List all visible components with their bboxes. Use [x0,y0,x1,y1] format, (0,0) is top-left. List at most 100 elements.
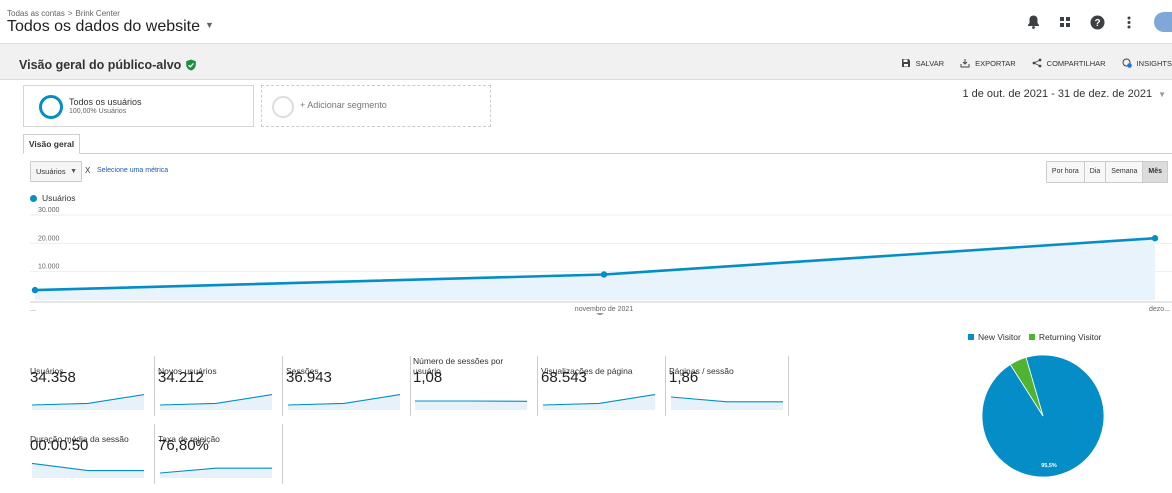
granularity-day-button[interactable]: Dia [1084,162,1107,182]
scorecard-label: Sessões [286,366,319,376]
pie-legend-item-returning: Returning Visitor [1028,332,1102,342]
legend-swatch-icon [968,334,974,340]
select-metric-link[interactable]: Selecione uma métrica [97,167,169,174]
scorecard-sparkline [671,396,783,410]
sparkline-line [160,467,272,474]
insights-button[interactable]: INSIGHTS [1122,58,1172,68]
granularity-week-button[interactable]: Semana [1106,162,1144,182]
share-label: COMPARTILHAR [1046,58,1106,68]
segment-all-users[interactable]: Todos os usuários 100,00% Usuários [23,85,254,127]
scorecard-value: 00:00:50 [30,437,89,454]
scorecard[interactable]: Visualizações de página 68.543 [541,356,666,416]
account-view-name: Todos os dados do website [7,18,201,35]
report-actions: SALVAR EXPORTAR COMPARTILHAR INSIGHTS [901,58,1172,68]
caret-down-icon: ▼ [1158,90,1166,99]
segment-share: 100,00% Usuários [69,108,127,115]
metric-dropdown-value: Usuários [36,167,66,176]
sparkline-line [288,394,400,406]
legend-dot-icon [30,194,37,202]
scorecard[interactable]: Número de sessões por usuário 1,08 [413,356,538,416]
date-range-picker[interactable]: 1 de out. de 2021 - 31 de dez. de 2021 ▼ [962,88,1166,100]
scorecard-label: Número de sessões por usuário [413,356,504,376]
more-vert-icon[interactable] [1120,13,1138,31]
vs-separator: X [85,166,91,175]
y-tick-label: 20.000 [38,235,60,242]
granularity-hour-button[interactable]: Por hora [1046,162,1085,182]
scorecard[interactable]: Sessões 36.943 [286,356,411,416]
share-icon [1032,58,1042,68]
pie-slice[interactable] [1009,356,1044,417]
scorecard-label: Novos usuários [158,366,217,376]
tab-overview[interactable]: Visão geral [23,134,80,154]
pie-legend-item-new: New Visitor [968,332,1021,342]
save-label: SALVAR [915,58,945,68]
save-button[interactable]: SALVAR [901,58,944,68]
scorecard-label: Visualizações de página [541,366,633,376]
segment-ring-icon [39,95,63,119]
caret-down-icon: ▼ [70,168,77,175]
scorecard-sparkline [160,467,272,478]
export-label: EXPORTAR [975,58,1016,68]
bell-icon[interactable] [1024,13,1042,31]
x-tick-label: dezo... [1149,306,1170,313]
verified-shield-icon [186,59,197,71]
insights-icon [1122,58,1132,68]
users-line-chart: 30.000 20.000 10.000... novembro de 2021 dez… [30,207,1172,315]
scorecard-label: Usuários [30,366,64,376]
scorecard[interactable]: Duração média da sessão 00:00:50 [30,424,155,484]
scorecard[interactable]: Taxa de rejeição 76,80% [158,424,283,484]
users-data-point[interactable] [600,271,608,278]
chart-legend-label: Usuários [42,193,76,203]
scorecard-value: 34.358 [30,369,76,386]
scorecard-value: 68.543 [541,369,587,386]
scorecard-label: Taxa de rejeição [158,434,220,444]
scorecard-value: 76,80% [158,437,209,454]
apps-grid-icon[interactable] [1056,13,1074,31]
granularity-month-button[interactable]: Mês [1143,162,1167,182]
sparkline-area [543,394,655,410]
account-view-selector[interactable]: Todos os dados do website ▼ [7,18,214,36]
sparkline-area [160,468,272,478]
header-icons: ? [1024,12,1172,32]
help-icon[interactable]: ? [1088,13,1106,31]
breadcrumb-separator: > [67,9,73,18]
breadcrumb-item-account[interactable]: Brink Center [75,9,120,18]
export-icon [960,59,970,68]
segment-name: Todos os usuários [69,97,142,107]
date-range-text: 1 de out. de 2021 - 31 de dez. de 2021 [962,88,1153,100]
scorecard-sparkline [32,394,144,410]
page-title: Visão geral do público-alvo [19,58,197,72]
pie-legend-label: Returning Visitor [1038,332,1102,342]
visitor-type-pie-chart: 95,5% [981,354,1105,478]
scorecard[interactable]: Páginas / sessão 1,86 [669,356,789,416]
sparkline-area [415,401,527,410]
scorecard[interactable]: Usuários 34.358 [30,356,155,416]
scorecard-sparkline [288,394,400,410]
y-tick-label: 30.000 [38,207,60,214]
add-segment-label: + Adicionar segmento [300,100,387,110]
share-button[interactable]: COMPARTILHAR [1032,58,1106,68]
chart-collapse-handle-icon[interactable] [596,313,604,315]
export-button[interactable]: EXPORTAR [960,58,1016,68]
sparkline-area [671,397,783,410]
add-segment-button[interactable]: + Adicionar segmento [261,85,491,127]
scorecard[interactable]: Novos usuários 34.212 [158,356,283,416]
time-granularity-toggle: Por hora Dia Semana Mês [1045,161,1168,183]
pie-slice-label: 95,5% [1041,463,1057,469]
sparkline-line [32,394,144,406]
users-data-point[interactable] [31,286,39,294]
breadcrumb-item-accounts[interactable]: Todas as contas [7,9,65,18]
breadcrumb: Todas as contas > Brink Center [7,9,120,18]
pie-legend: New Visitor Returning Visitor [968,332,1102,342]
scorecard-sparkline [32,462,144,478]
sparkline-line [160,394,272,406]
metric-dropdown[interactable]: Usuários ▼ [30,161,82,182]
x-tick-label: ... [30,306,36,313]
users-data-point[interactable] [1151,235,1159,242]
report-header: Visão geral do público-alvo SALVAR EXPOR… [0,44,1172,80]
avatar[interactable] [1154,12,1172,32]
chart-legend: Usuários [30,193,76,203]
scorecard-value: 1,86 [669,369,699,386]
sparkline-area [160,394,272,410]
scorecard-sparkline [415,400,527,410]
